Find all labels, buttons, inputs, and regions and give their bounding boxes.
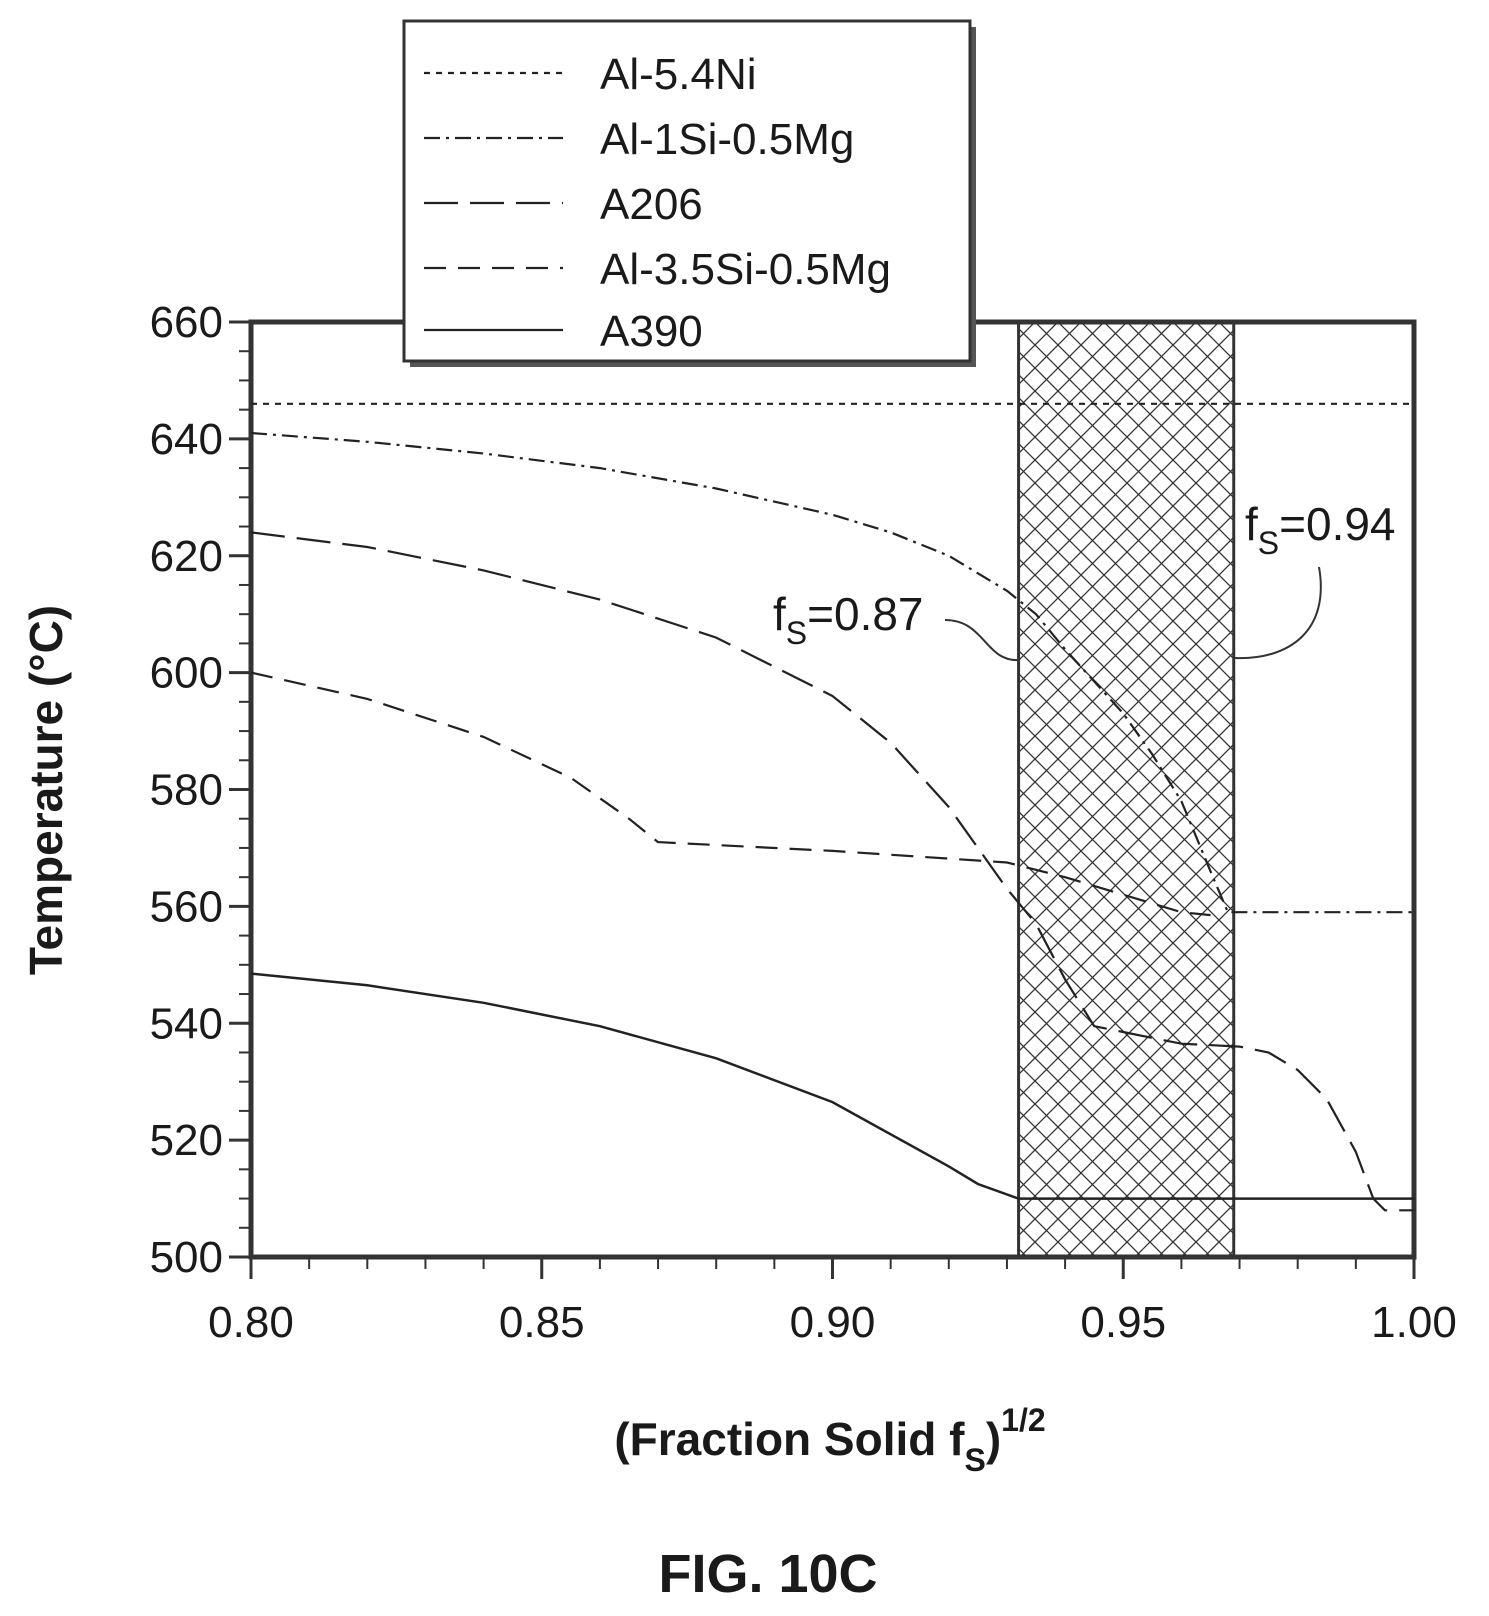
series-line-2 [250, 431, 1414, 914]
y-tick-label: 580 [150, 766, 223, 815]
svg-text:fS=0.87: fS=0.87 [773, 588, 924, 651]
svg-text:fS=0.94: fS=0.94 [1245, 498, 1396, 561]
y-tick-label: 560 [150, 882, 223, 931]
figure-caption: FIG. 10C [658, 1544, 877, 1604]
y-tick-label: 640 [150, 415, 223, 464]
legend-box [402, 19, 972, 363]
series-line-3 [250, 531, 1414, 1212]
hatched-region [1017, 320, 1236, 1259]
y-tick-label: 520 [150, 1116, 223, 1165]
legend: Al-5.4Ni Al-1Si-0.5Mg A206 Al-3.5Si-0.5Mg A3… [402, 19, 976, 367]
x-tick-label: 0.95 [1080, 1298, 1166, 1347]
y-tick-label: 600 [150, 649, 223, 698]
y-tick-label: 540 [150, 999, 223, 1048]
series-line-5 [250, 972, 1414, 1200]
x-axis-title: (Fraction Solid fS)1/2 [614, 1402, 1045, 1478]
series-line-4 [250, 671, 1211, 917]
plot-frame [248, 319, 1417, 1260]
legend-label: A206 [600, 180, 703, 229]
tick-layer: 500 520 540 560 580 600 620 640 660 0.80 0.85 0.90 0… [150, 298, 1457, 1347]
y-tick-label: 500 [150, 1233, 223, 1282]
hatched-region-layer [1017, 320, 1236, 1259]
y-tick-label: 660 [150, 298, 223, 347]
legend-label: Al-3.5Si-0.5Mg [600, 245, 891, 294]
series-layer [250, 402, 1414, 1212]
annotation-leader-094 [1234, 566, 1322, 660]
legend-label: Al-1Si-0.5Mg [600, 115, 854, 164]
x-tick-label: 1.00 [1371, 1298, 1457, 1347]
x-tick-label: 0.80 [208, 1298, 294, 1347]
legend-label: Al-5.4Ni [600, 50, 757, 99]
legend-label: A390 [600, 307, 703, 356]
y-axis-title: Temperature (°C) [20, 605, 72, 975]
x-tick-label: 0.85 [499, 1298, 585, 1347]
annotation-leader-087 [944, 619, 1020, 662]
annotation-fs-094: fS=0.94 [1234, 498, 1396, 660]
y-tick-label: 620 [150, 532, 223, 581]
x-tick-label: 0.90 [790, 1298, 876, 1347]
annotation-fs-087: fS=0.87 [773, 588, 1020, 662]
